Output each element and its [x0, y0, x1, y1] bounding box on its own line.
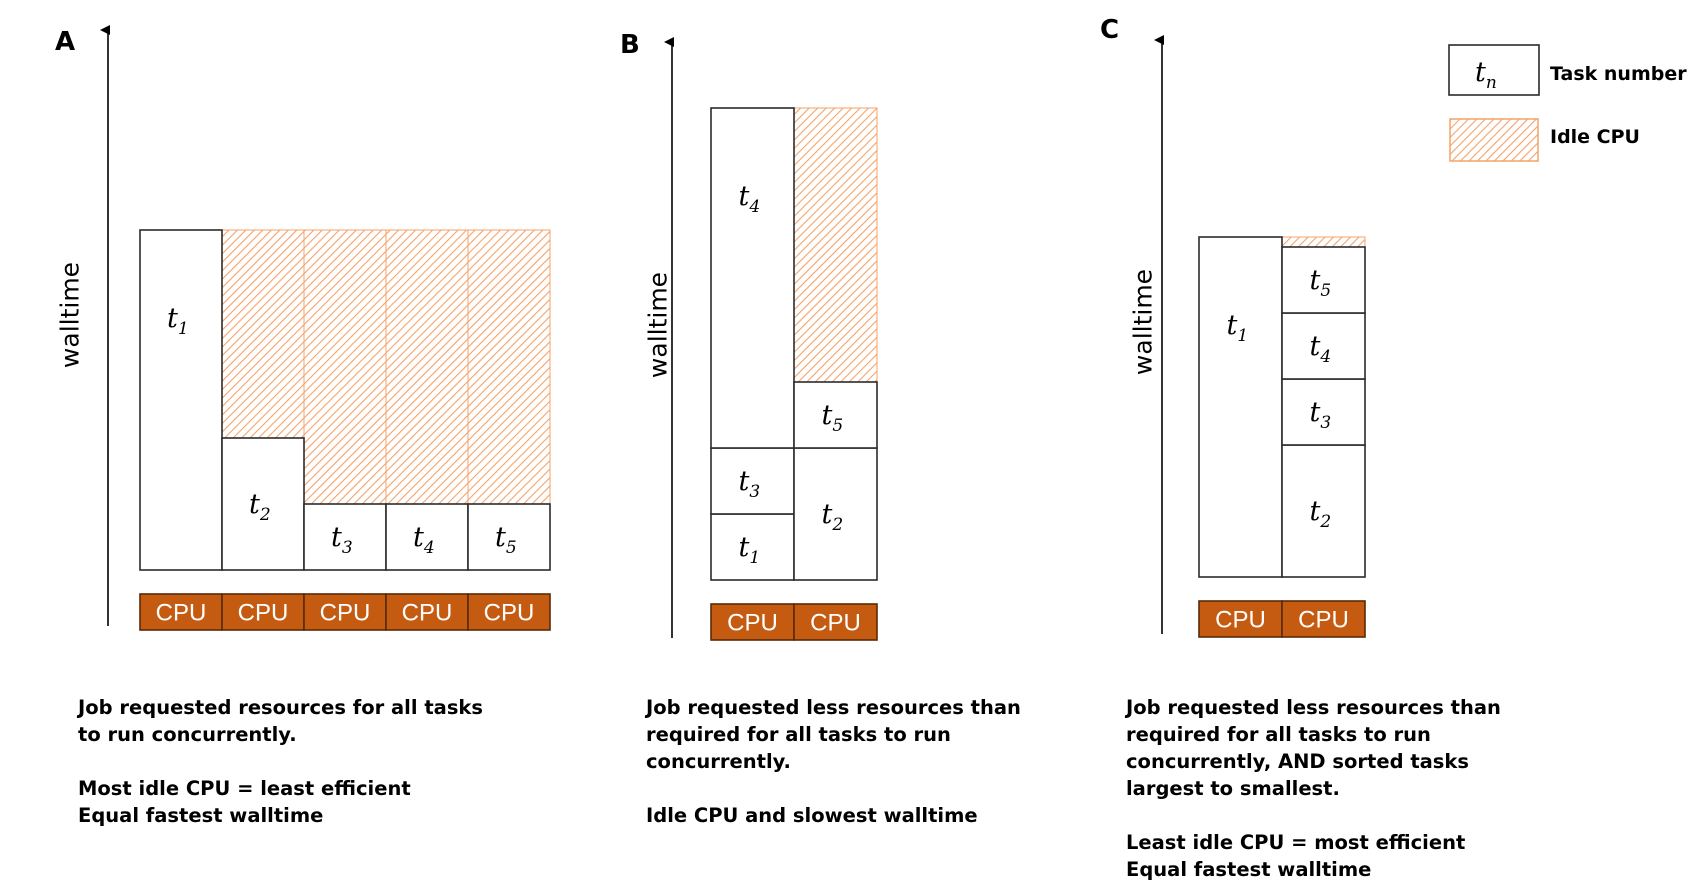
caption-line: Job requested less resources than — [646, 696, 1021, 719]
caption-line: required for all tasks to run — [1126, 723, 1431, 746]
legend-idle-swatch — [1449, 118, 1539, 162]
cpu-box — [467, 593, 551, 631]
caption-line: Job requested less resources than — [1126, 696, 1501, 719]
task-box-t4 — [710, 107, 795, 449]
legend-task-box — [1448, 44, 1540, 96]
caption-line: concurrently, AND sorted tasks — [1126, 750, 1469, 773]
caption-gap — [1126, 802, 1501, 829]
caption-panel-c: Job requested less resources than require… — [1126, 694, 1501, 883]
idle-cpu-region — [385, 229, 469, 505]
task-box-t2 — [793, 447, 878, 581]
task-label: t1 — [167, 303, 189, 339]
cpu-box — [303, 593, 387, 631]
cpu-box — [385, 593, 469, 631]
task-box-t2 — [221, 437, 305, 571]
idle-cpu-region — [221, 229, 305, 439]
task-label: t1 — [739, 532, 761, 568]
task-label: t5 — [822, 400, 844, 436]
panel-letter: B — [620, 30, 640, 60]
panel-letter: C — [1100, 15, 1119, 45]
cpu-label: CPU — [1298, 607, 1349, 634]
legend-task-label: Task number — [1550, 63, 1687, 85]
walltime-axis-label: walltime — [644, 272, 673, 378]
caption-panel-b: Job requested less resources than require… — [646, 694, 1021, 829]
task-box-t5 — [467, 503, 551, 571]
task-label: t3 — [331, 522, 353, 558]
cpu-label: CPU — [238, 600, 289, 627]
cpu-label: CPU — [320, 600, 371, 627]
caption-line: Idle CPU and slowest walltime — [646, 804, 978, 827]
caption-gap — [78, 748, 483, 775]
walltime-axis-label: walltime — [56, 262, 85, 368]
task-label: t3 — [1310, 397, 1332, 433]
caption-line: Least idle CPU = most efficient — [1126, 831, 1466, 854]
task-box-t5 — [1281, 246, 1366, 314]
idle-cpu-region — [1281, 236, 1366, 248]
task-box-t3 — [1281, 378, 1366, 446]
cpu-label: CPU — [156, 600, 207, 627]
task-label: t2 — [1310, 496, 1332, 532]
cpu-label: CPU — [810, 610, 861, 637]
task-box-t4 — [385, 503, 469, 571]
caption-line: largest to smallest. — [1126, 777, 1340, 800]
task-label: t3 — [739, 466, 761, 502]
panel-letter: A — [55, 27, 75, 57]
cpu-label: CPU — [484, 600, 535, 627]
idle-cpu-region — [793, 107, 878, 383]
task-label: t2 — [822, 499, 844, 535]
task-box-t1 — [710, 513, 795, 581]
idle-cpu-region — [467, 229, 551, 505]
caption-line: Most idle CPU = least efficient — [78, 777, 411, 800]
task-label: t5 — [1310, 265, 1332, 301]
cpu-label: CPU — [1215, 607, 1266, 634]
legend: tn Task number Idle CPU — [1448, 44, 1687, 162]
walltime-axis-label: walltime — [1129, 269, 1158, 375]
task-box-t3 — [710, 447, 795, 515]
caption-line: Equal fastest walltime — [1126, 858, 1372, 881]
cpu-box — [139, 593, 223, 631]
task-box-t1 — [1198, 236, 1283, 578]
task-label: t1 — [1227, 310, 1249, 346]
caption-line: required for all tasks to run — [646, 723, 951, 746]
task-label: t5 — [495, 522, 517, 558]
cpu-box — [221, 593, 305, 631]
task-box-t3 — [303, 503, 387, 571]
caption-line: concurrently. — [646, 750, 791, 773]
task-label: t4 — [1310, 331, 1332, 367]
cpu-box — [793, 603, 878, 641]
task-box-t5 — [793, 381, 878, 449]
caption-line: Equal fastest walltime — [78, 804, 324, 827]
task-label: t4 — [413, 522, 435, 558]
task-label: t4 — [739, 181, 761, 217]
task-label: t2 — [249, 489, 271, 525]
cpu-box — [1198, 600, 1283, 638]
task-box-t4 — [1281, 312, 1366, 380]
caption-line: to run concurrently. — [78, 723, 297, 746]
cpu-label: CPU — [402, 600, 453, 627]
cpu-box — [1281, 600, 1366, 638]
cpu-label: CPU — [727, 610, 778, 637]
legend-idle-label: Idle CPU — [1550, 126, 1640, 148]
caption-gap — [646, 775, 1021, 802]
caption-panel-a: Job requested resources for all tasks to … — [78, 694, 483, 829]
idle-cpu-region — [303, 229, 387, 505]
caption-line: Job requested resources for all tasks — [78, 696, 483, 719]
task-box-t1 — [139, 229, 223, 571]
task-box-t2 — [1281, 444, 1366, 578]
legend-task-symbol: tn — [1475, 57, 1497, 93]
